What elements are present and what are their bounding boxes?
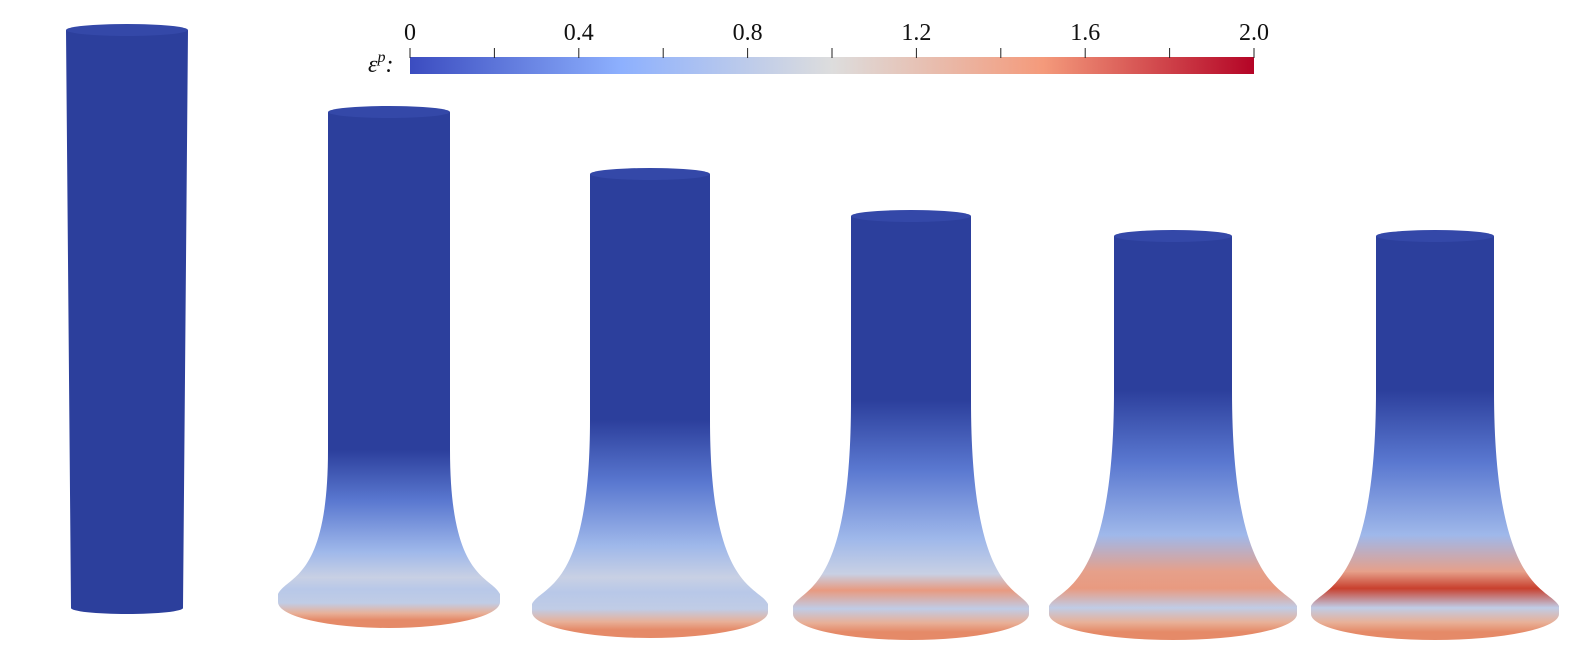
label-superscript: p: [376, 49, 385, 66]
specimen-top: [66, 24, 188, 36]
specimen-top: [851, 210, 971, 222]
specimen-top: [590, 168, 710, 180]
specimen-body: [793, 216, 1029, 640]
specimen-body: [278, 112, 500, 628]
specimen-top: [1114, 230, 1232, 242]
label-symbol: ε: [368, 52, 378, 78]
specimen-body: [66, 30, 188, 614]
specimens: [66, 24, 1559, 640]
tick-label: 1.2: [901, 20, 931, 46]
specimen-top: [328, 106, 450, 118]
label-suffix: :: [385, 52, 393, 78]
specimen-body: [532, 174, 768, 638]
specimen-top: [1376, 230, 1494, 242]
tick-label: 0.4: [564, 20, 594, 46]
specimen-body: [1049, 236, 1297, 640]
tick-label: 1.6: [1070, 20, 1100, 46]
tick-label: 0.8: [733, 20, 763, 46]
tick-label: 0: [404, 20, 416, 46]
colorbar-label: εp:: [368, 49, 393, 78]
specimen-body: [1311, 236, 1559, 640]
tick-label: 2.0: [1239, 20, 1269, 46]
colorbar: [410, 57, 1254, 74]
